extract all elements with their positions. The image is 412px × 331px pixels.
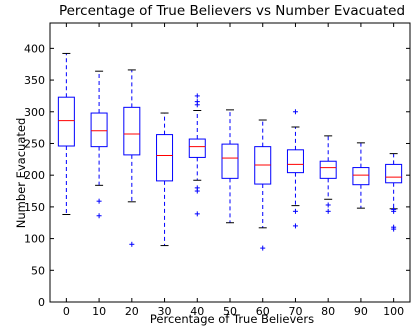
box-body <box>385 163 403 184</box>
y-axis-ticks: 0 50 100 150 200 250 300 350 400 <box>24 42 410 309</box>
flier-marker <box>292 109 298 115</box>
flier-marker <box>292 223 298 229</box>
plot-frame <box>49 22 411 303</box>
flier-marker <box>325 208 331 214</box>
chart-title: Percentage of True Believers vs Number E… <box>59 3 405 19</box>
y-tick-label: 50 <box>31 264 45 277</box>
flier-marker <box>391 226 397 232</box>
x-tick-label: 0 <box>63 305 70 318</box>
x-tick-label: 30 <box>158 305 172 318</box>
x-axis-title: Percentage of True Believers <box>150 312 314 326</box>
box-body <box>123 106 141 156</box>
box-60 <box>254 119 272 251</box>
box-50 <box>221 109 239 224</box>
y-tick-label: 400 <box>24 42 45 55</box>
box-10 <box>90 70 108 219</box>
box-80 <box>319 135 337 214</box>
box-0 <box>57 52 75 215</box>
y-axis-title: Number Evacuated <box>14 118 28 229</box>
x-tick-label: 80 <box>321 305 335 318</box>
flier-marker <box>96 213 102 219</box>
box-100 <box>385 153 403 232</box>
flier-marker <box>194 211 200 217</box>
x-tick-label: 60 <box>256 305 270 318</box>
x-tick-label: 10 <box>92 305 106 318</box>
x-tick-label: 100 <box>383 305 404 318</box>
x-tick-label: 70 <box>288 305 302 318</box>
x-tick-label: 20 <box>125 305 139 318</box>
box-body <box>286 149 304 174</box>
flier-marker <box>292 208 298 214</box>
flier-marker <box>194 93 200 99</box>
box-30 <box>156 112 174 247</box>
x-axis-ticks: 0 10 20 30 40 50 60 70 80 90 100 <box>63 23 404 318</box>
boxes-layer <box>57 52 403 251</box>
y-tick-label: 250 <box>24 137 45 150</box>
y-tick-label: 300 <box>24 106 45 119</box>
x-tick-label: 90 <box>354 305 368 318</box>
box-body <box>156 134 174 182</box>
box-90 <box>352 142 370 209</box>
flier-marker <box>194 188 200 194</box>
flier-marker <box>194 102 200 108</box>
box-body <box>90 112 108 148</box>
x-tick-label: 40 <box>190 305 204 318</box>
box-body <box>188 138 206 158</box>
flier-marker <box>260 245 266 251</box>
y-tick-label: 200 <box>24 169 45 182</box>
y-tick-label: 100 <box>24 233 45 246</box>
box-40 <box>188 93 206 217</box>
flier-marker <box>325 202 331 208</box>
box-body <box>221 143 239 179</box>
box-body <box>352 167 370 186</box>
flier-marker <box>96 198 102 204</box>
y-tick-label: 350 <box>24 74 45 87</box>
box-20 <box>123 69 141 247</box>
box-70 <box>286 109 304 229</box>
box-body <box>319 160 337 179</box>
x-tick-label: 50 <box>223 305 237 318</box>
box-body <box>57 96 75 147</box>
y-tick-label: 150 <box>24 201 45 214</box>
flier-marker <box>129 241 135 247</box>
y-tick-label: 0 <box>38 296 45 309</box>
flier-marker <box>391 208 397 214</box>
